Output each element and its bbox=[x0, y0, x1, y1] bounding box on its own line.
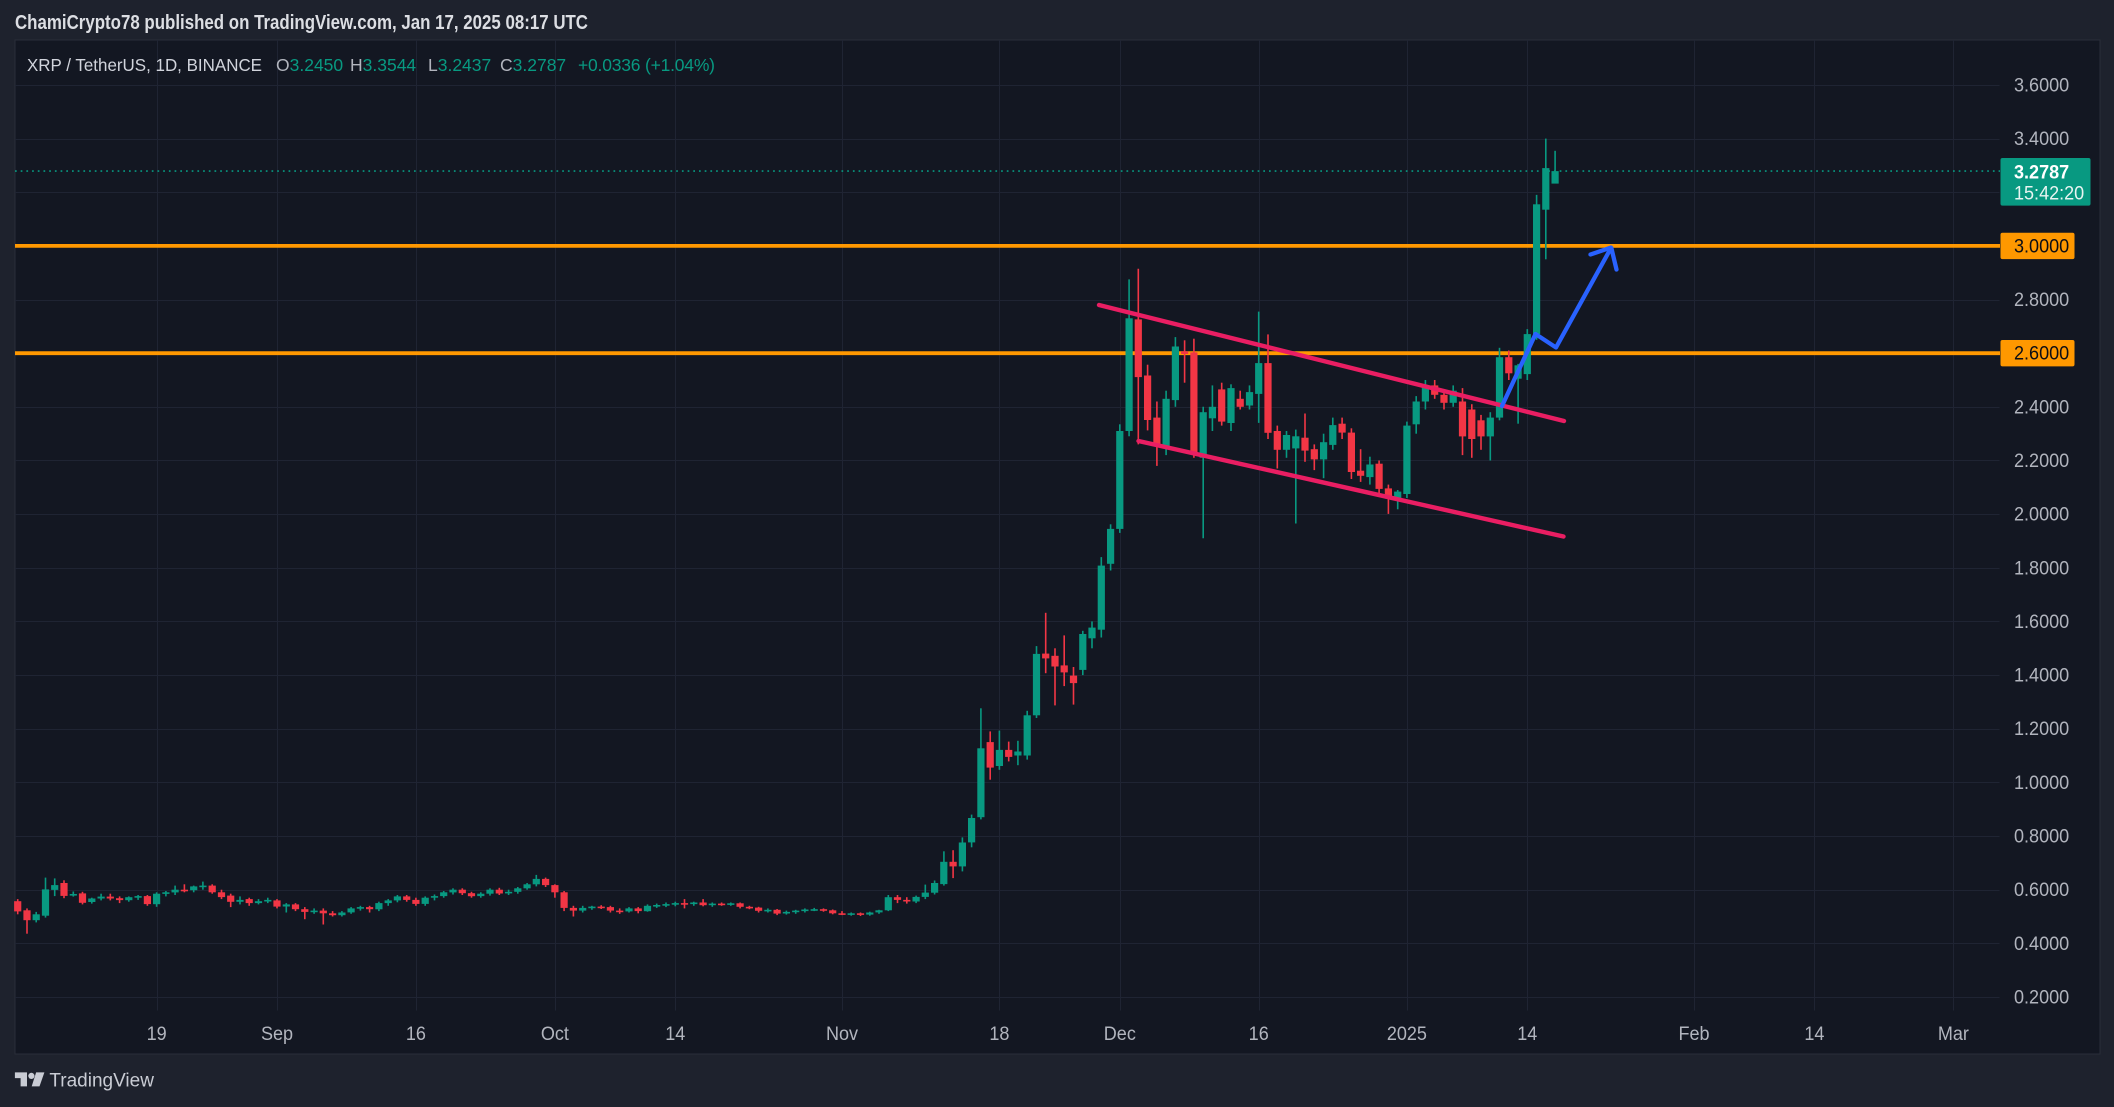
svg-text:19: 19 bbox=[147, 1023, 167, 1045]
svg-text:Oct: Oct bbox=[541, 1023, 570, 1045]
svg-text:Dec: Dec bbox=[1104, 1023, 1136, 1045]
svg-text:1.0000: 1.0000 bbox=[2014, 771, 2069, 793]
svg-text:0.2000: 0.2000 bbox=[2014, 986, 2069, 1008]
svg-text:3.0000: 3.0000 bbox=[2014, 235, 2069, 257]
svg-text:O3.2450: O3.2450 bbox=[276, 55, 343, 75]
svg-text:2.8000: 2.8000 bbox=[2014, 289, 2069, 311]
svg-text:14: 14 bbox=[665, 1023, 685, 1045]
svg-text:0.6000: 0.6000 bbox=[2014, 879, 2069, 901]
svg-text:3.6000: 3.6000 bbox=[2014, 74, 2069, 96]
svg-text:1.2000: 1.2000 bbox=[2014, 718, 2069, 740]
svg-text:14: 14 bbox=[1517, 1023, 1537, 1045]
svg-text:TradingView: TradingView bbox=[49, 1071, 154, 1092]
svg-text:Sep: Sep bbox=[261, 1023, 293, 1045]
svg-text:1.8000: 1.8000 bbox=[2014, 557, 2069, 579]
svg-text:XRP / TetherUS, 1D, BINANCE: XRP / TetherUS, 1D, BINANCE bbox=[27, 55, 262, 75]
svg-text:Nov: Nov bbox=[826, 1023, 859, 1045]
svg-text:H3.3544: H3.3544 bbox=[350, 55, 416, 75]
svg-text:2025: 2025 bbox=[1387, 1023, 1427, 1045]
svg-text:16: 16 bbox=[406, 1023, 426, 1045]
svg-text:3.4000: 3.4000 bbox=[2014, 128, 2069, 150]
svg-text:Feb: Feb bbox=[1678, 1023, 1709, 1045]
svg-text:+0.0336 (+1.04%): +0.0336 (+1.04%) bbox=[578, 55, 715, 75]
svg-text:0.8000: 0.8000 bbox=[2014, 825, 2069, 847]
svg-text:0.4000: 0.4000 bbox=[2014, 932, 2069, 954]
svg-text:2.0000: 2.0000 bbox=[2014, 503, 2069, 525]
svg-text:2.2000: 2.2000 bbox=[2014, 450, 2069, 472]
svg-text:18: 18 bbox=[989, 1023, 1009, 1045]
svg-text:1.6000: 1.6000 bbox=[2014, 610, 2069, 632]
svg-text:L3.2437: L3.2437 bbox=[428, 55, 491, 75]
svg-text:Mar: Mar bbox=[1938, 1023, 1969, 1045]
svg-text:3.2787: 3.2787 bbox=[2014, 161, 2069, 183]
svg-text:16: 16 bbox=[1249, 1023, 1269, 1045]
svg-text:2.6000: 2.6000 bbox=[2014, 342, 2069, 364]
svg-text:14: 14 bbox=[1804, 1023, 1824, 1045]
svg-text:1.4000: 1.4000 bbox=[2014, 664, 2069, 686]
svg-text:15:42:20: 15:42:20 bbox=[2014, 182, 2084, 204]
svg-text:C3.2787: C3.2787 bbox=[500, 55, 566, 75]
svg-text:2.4000: 2.4000 bbox=[2014, 396, 2069, 418]
svg-text:ChamiCrypto78 published on Tra: ChamiCrypto78 published on TradingView.c… bbox=[15, 12, 588, 34]
